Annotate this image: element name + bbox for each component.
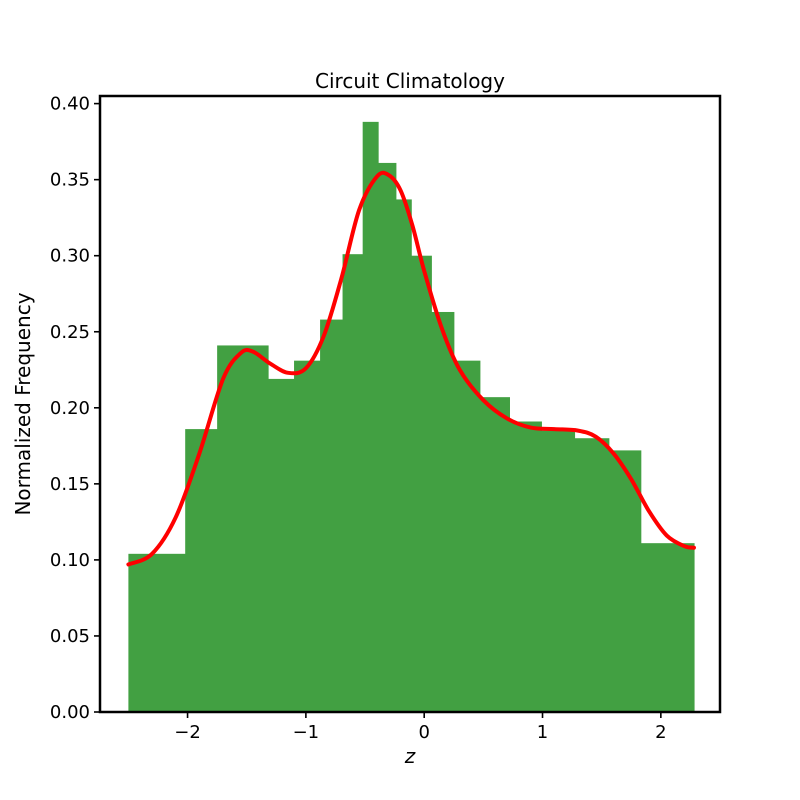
x-axis-ticks: −2 −1 0 1 2 xyxy=(174,712,667,743)
histogram-bar-12 xyxy=(431,311,455,712)
histogram-bar-9 xyxy=(378,162,397,712)
histogram-bar-17 xyxy=(574,438,610,712)
y-tick-label: 0.20 xyxy=(50,398,90,419)
y-tick-label: 0.35 xyxy=(50,170,90,191)
x-axis-label: z xyxy=(404,744,416,768)
y-tick-label: 0.30 xyxy=(50,246,90,267)
y-axis-ticks: 0.00 0.05 0.10 0.15 0.20 0.25 0.30 0.35 0.40 xyxy=(50,94,100,723)
y-axis-label: Normalized Frequency xyxy=(11,292,35,515)
histogram-bar-5 xyxy=(294,360,321,712)
histogram-bar-2 xyxy=(185,429,218,712)
histogram-bar-10 xyxy=(395,199,412,713)
histogram-bar-19 xyxy=(640,543,695,712)
x-tick-label: 1 xyxy=(537,722,548,743)
x-tick-label: −1 xyxy=(293,722,320,743)
histogram-bar-1 xyxy=(128,553,186,712)
x-tick-label: −2 xyxy=(174,722,201,743)
histogram-bar-15 xyxy=(509,421,542,712)
histogram-bar-3 xyxy=(217,345,269,712)
y-tick-label: 0.05 xyxy=(50,626,90,647)
histogram-bar-18 xyxy=(608,450,642,712)
chart-title: Circuit Climatology xyxy=(315,69,505,93)
histogram-bar-13 xyxy=(453,360,481,712)
y-tick-label: 0.40 xyxy=(50,94,90,115)
histogram-bar-16 xyxy=(541,430,576,712)
x-tick-label: 0 xyxy=(418,722,429,743)
plot-frame xyxy=(98,94,722,714)
histogram-bar-8 xyxy=(362,121,379,712)
histogram-bar-4 xyxy=(268,378,295,712)
kde-curve xyxy=(126,170,696,567)
y-tick-label: 0.15 xyxy=(50,474,90,495)
y-tick-label: 0.10 xyxy=(50,550,90,571)
x-tick-label: 2 xyxy=(655,722,666,743)
histogram-bar-14 xyxy=(479,397,510,712)
y-tick-label: 0.00 xyxy=(50,702,90,723)
histogram-bar-6 xyxy=(320,319,344,712)
histogram-bar-11 xyxy=(411,255,432,712)
histogram-bar-7 xyxy=(342,254,364,712)
bars-layer xyxy=(128,121,695,713)
y-tick-label: 0.25 xyxy=(50,322,90,343)
